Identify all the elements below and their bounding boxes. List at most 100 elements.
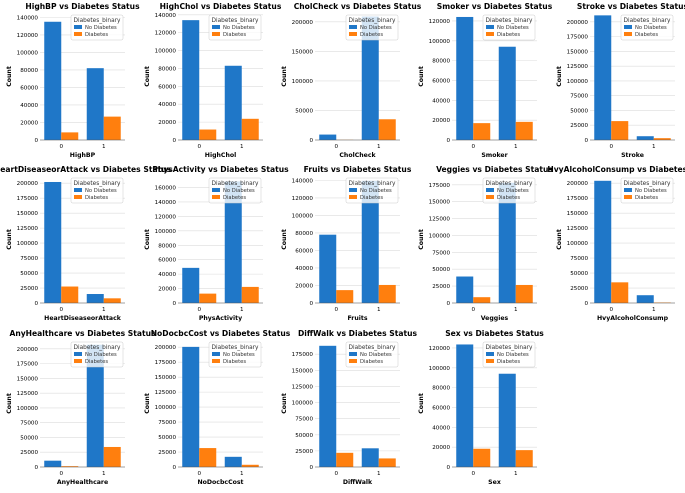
legend-swatch-no-diabetes bbox=[212, 352, 220, 356]
legend-label: No Diabetes bbox=[85, 25, 117, 31]
bar-no-diabetes bbox=[224, 181, 242, 303]
chart-panel: 0 25000 50000 75000 100000 125000 150000 175000… bbox=[418, 165, 553, 322]
legend-swatch-diabetes bbox=[486, 359, 494, 363]
legend-swatch-no-diabetes bbox=[349, 25, 357, 29]
chart-panel: 0 25000 50000 75000 100000 125000 150000 175000… bbox=[144, 329, 291, 486]
legend-label: No Diabetes bbox=[223, 352, 255, 358]
legend-label: No Diabetes bbox=[635, 25, 667, 31]
x-axis-label: HeartDiseaseorAttack bbox=[44, 315, 122, 322]
x-tick-label: 0 bbox=[197, 471, 201, 477]
y-tick-label: 50000 bbox=[20, 271, 38, 277]
legend-title: Diabetes_binary bbox=[212, 181, 260, 187]
x-tick-label: 0 bbox=[471, 471, 475, 477]
x-tick-label: 0 bbox=[609, 307, 613, 313]
chart-panel: 0 20000 40000 60000 80000 100000 120000 140000 0… bbox=[144, 2, 282, 159]
bar-no-diabetes bbox=[361, 16, 379, 140]
bar-no-diabetes bbox=[224, 456, 242, 467]
legend-label: Diabetes bbox=[360, 32, 383, 38]
legend-swatch-no-diabetes bbox=[486, 188, 494, 192]
bar-no-diabetes bbox=[86, 344, 104, 467]
bar-diabetes bbox=[199, 448, 217, 467]
y-tick-label: 150000 bbox=[567, 49, 589, 55]
y-tick-label: 175000 bbox=[292, 352, 314, 358]
y-tick-label: 0 bbox=[34, 301, 38, 307]
chart-panel: 0 20000 40000 60000 80000 100000 120000 140000 0… bbox=[281, 165, 412, 322]
y-tick-label: 20000 bbox=[432, 445, 450, 451]
x-tick-label: 0 bbox=[334, 144, 338, 150]
bar-diabetes bbox=[515, 284, 533, 303]
x-tick-label: 1 bbox=[377, 471, 381, 477]
legend-box bbox=[208, 177, 262, 204]
y-tick-label: 100000 bbox=[155, 49, 177, 55]
y-tick-label: 100000 bbox=[155, 405, 177, 411]
y-tick-label: 50000 bbox=[295, 108, 313, 114]
y-tick-label: 140000 bbox=[155, 200, 177, 206]
bar-diabetes bbox=[473, 123, 491, 140]
y-tick-label: 175000 bbox=[567, 196, 589, 202]
chart-panel: 0 50000 100000 150000 200000 0 1 CholCheck vs D… bbox=[281, 2, 422, 159]
y-tick-label: 60000 bbox=[295, 248, 313, 254]
bar-diabetes bbox=[378, 119, 396, 140]
legend-label: No Diabetes bbox=[497, 352, 529, 358]
y-tick-label: 80000 bbox=[432, 59, 450, 65]
bar-no-diabetes bbox=[319, 234, 337, 303]
x-axis-label: PhysActivity bbox=[199, 315, 242, 322]
y-tick-label: 0 bbox=[584, 138, 588, 144]
y-tick-label: 175000 bbox=[567, 35, 589, 41]
bar-no-diabetes bbox=[44, 460, 62, 467]
legend-box bbox=[345, 341, 399, 368]
x-tick-label: 0 bbox=[471, 144, 475, 150]
chart-title: Sex vs Diabetes Status bbox=[445, 329, 544, 338]
y-tick-label: 60000 bbox=[20, 85, 38, 91]
y-tick-label: 20000 bbox=[432, 118, 450, 124]
y-tick-label: 100000 bbox=[429, 366, 451, 372]
y-tick-label: 50000 bbox=[570, 271, 588, 277]
legend-swatch-no-diabetes bbox=[212, 188, 220, 192]
y-tick-label: 200000 bbox=[292, 20, 314, 26]
bar-diabetes bbox=[336, 452, 354, 467]
y-tick-label: 120000 bbox=[429, 346, 451, 352]
y-tick-label: 75000 bbox=[20, 421, 38, 427]
legend-label: Diabetes bbox=[85, 32, 108, 38]
x-tick-label: 0 bbox=[334, 471, 338, 477]
legend-swatch-no-diabetes bbox=[624, 188, 632, 192]
y-tick-label: 150000 bbox=[567, 211, 589, 217]
legend-label: Diabetes bbox=[360, 195, 383, 201]
chart-title: HvyAlcoholConsump vs Diabetes Status bbox=[547, 165, 685, 174]
chart-title: DiffWalk vs Diabetes Status bbox=[298, 329, 418, 338]
legend-label: No Diabetes bbox=[635, 188, 667, 194]
y-tick-label: 125000 bbox=[429, 217, 451, 223]
legend-box bbox=[345, 14, 399, 41]
y-tick-label: 0 bbox=[34, 138, 38, 144]
y-tick-label: 100000 bbox=[292, 401, 314, 407]
y-tick-label: 140000 bbox=[155, 13, 177, 19]
bar-diabetes bbox=[103, 446, 121, 467]
x-tick-label: 1 bbox=[514, 144, 518, 150]
y-tick-label: 20000 bbox=[158, 120, 176, 126]
legend-swatch-no-diabetes bbox=[74, 352, 82, 356]
legend-swatch-diabetes bbox=[74, 195, 82, 199]
legend-title: Diabetes_binary bbox=[212, 18, 260, 24]
y-tick-label: 50000 bbox=[570, 108, 588, 114]
bar-no-diabetes bbox=[224, 65, 242, 140]
y-tick-label: 0 bbox=[172, 465, 176, 471]
x-tick-label: 1 bbox=[377, 307, 381, 313]
chart-title: Smoker vs Diabetes Status bbox=[437, 2, 553, 11]
legend-label: Diabetes bbox=[635, 195, 658, 201]
legend-title: Diabetes_binary bbox=[349, 345, 397, 351]
x-axis-label: Fruits bbox=[347, 315, 367, 322]
legend-swatch-diabetes bbox=[486, 32, 494, 36]
x-axis-label: CholCheck bbox=[339, 152, 376, 159]
bar-diabetes bbox=[241, 286, 259, 303]
x-axis-label: HighChol bbox=[205, 152, 236, 159]
bar-no-diabetes bbox=[182, 346, 200, 467]
y-axis-label: Count bbox=[281, 229, 288, 250]
bar-diabetes bbox=[61, 132, 79, 140]
y-tick-label: 60000 bbox=[158, 258, 176, 264]
bar-no-diabetes bbox=[86, 294, 104, 303]
x-tick-label: 0 bbox=[197, 144, 201, 150]
bar-no-diabetes bbox=[456, 16, 474, 140]
bar-diabetes bbox=[611, 121, 629, 140]
